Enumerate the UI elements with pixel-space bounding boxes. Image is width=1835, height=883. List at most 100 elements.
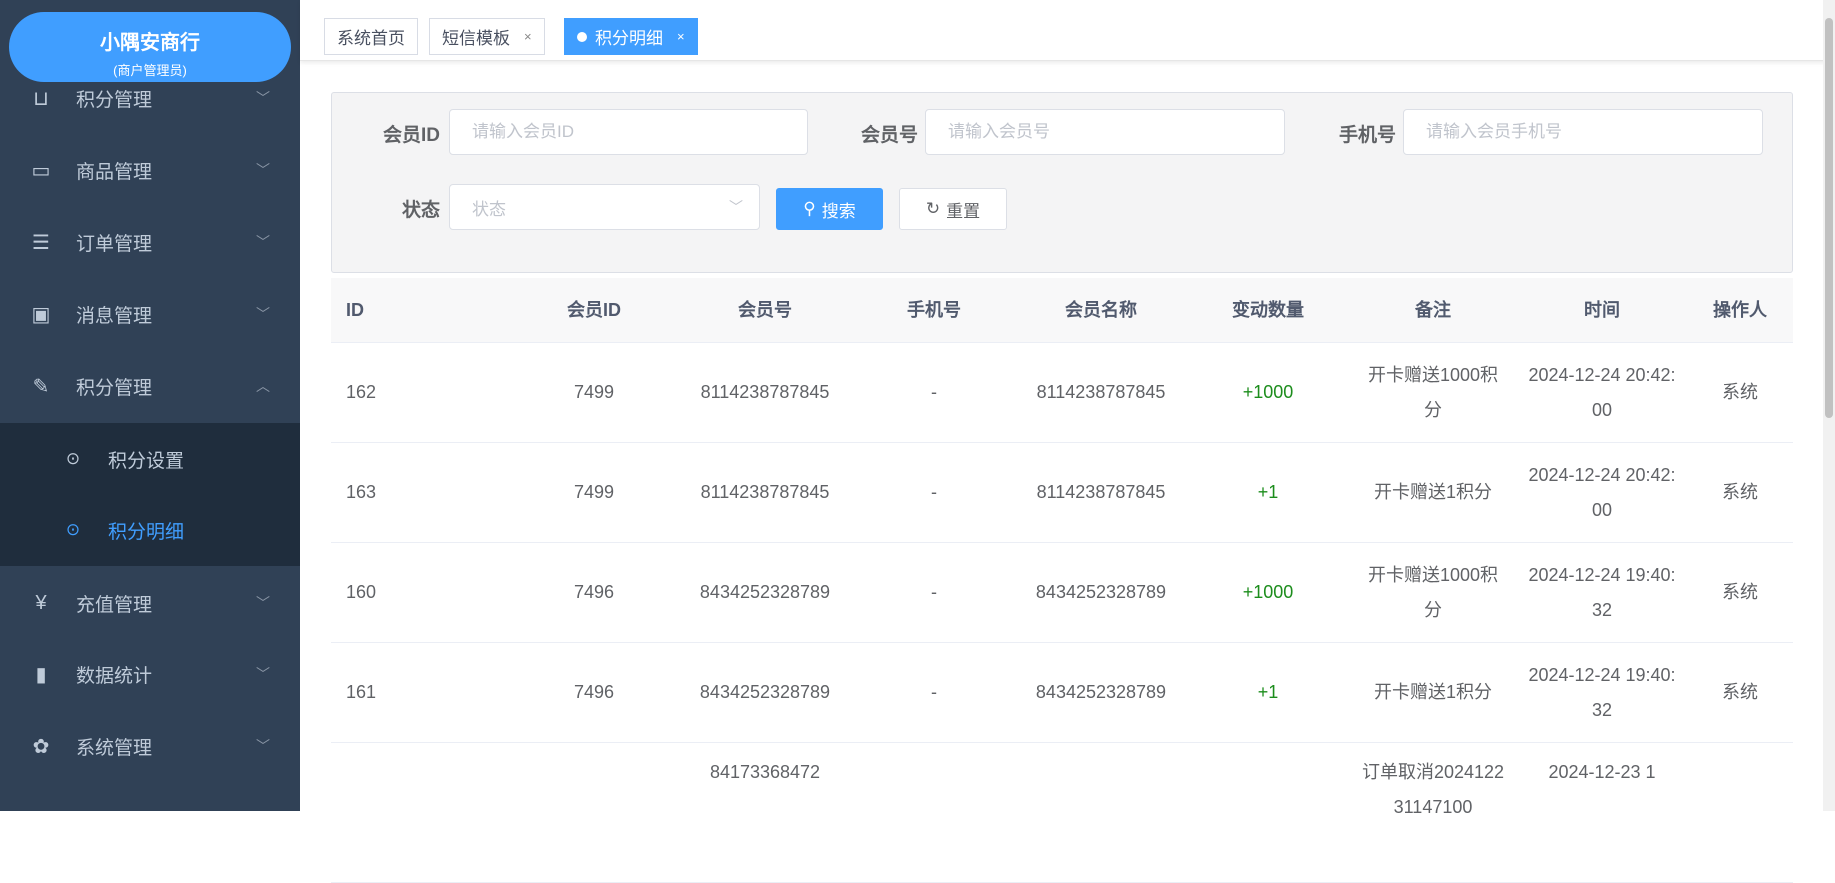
chevron-down-icon: ﹀ xyxy=(256,738,270,754)
table-cell: 8434252328789 xyxy=(699,682,831,702)
table-row: 162 7499 8114238787845 - 8114238787845 +1000 开… xyxy=(331,343,1793,443)
status-label: 状态 xyxy=(401,200,440,221)
table-cell: +1 xyxy=(1257,682,1279,702)
tab-sms-template[interactable]: 短信模板 × xyxy=(429,18,545,55)
status-placeholder: 状态 xyxy=(472,199,506,219)
tab-points-detail[interactable]: 积分明细 × xyxy=(564,18,698,55)
message-icon: ▣ xyxy=(31,303,51,326)
chevron-down-icon: ﹀ xyxy=(256,595,270,611)
circle-chevron-icon: ⊙ xyxy=(65,449,81,468)
gear-icon: ✿ xyxy=(32,735,50,758)
status-select[interactable]: 状态 ﹀ xyxy=(449,184,760,230)
table-cell: 系统 xyxy=(1722,682,1758,702)
points-detail-table: ID 会员ID 会员号 手机号 会员名称 变动数量 备注 时间 操作人 162 7499 811423… xyxy=(331,278,1793,883)
sidebar: 小隅安商行 (商户管理员) ⊔ 积分管理 ﹀ ▭ 商品管理 ﹀ ☰ 订单管理 ﹀ ▣ 消息管理 ﹀ ✎ 积… xyxy=(0,0,300,811)
sidebar-item[interactable]: ✿ 系统管理 ﹀ xyxy=(0,710,300,782)
reset-button[interactable]: ↻ 重置 xyxy=(899,188,1007,230)
table-cell: 160 xyxy=(346,582,377,602)
member-id-input[interactable] xyxy=(449,109,808,155)
sidebar-item-label: 数据统计 xyxy=(76,665,153,687)
chevron-down-icon: ﹀ xyxy=(256,666,270,682)
table-cell: 8434252328789 xyxy=(1035,682,1167,702)
logo: 小隅安商行 (商户管理员) xyxy=(9,12,291,82)
member-id-label: 会员ID xyxy=(382,125,440,146)
table-cell: 系统 xyxy=(1722,482,1758,502)
column-header: 操作人 xyxy=(1713,299,1767,320)
column-header: 变动数量 xyxy=(1232,299,1304,320)
table-cell: 8114238787845 xyxy=(700,482,830,502)
edit-icon: ✎ xyxy=(32,375,50,398)
phone-input[interactable] xyxy=(1403,109,1763,155)
tags-view: 系统首页 短信模板 × 积分明细 × xyxy=(300,0,1835,61)
table-cell: - xyxy=(931,582,937,602)
bar-chart-icon: ▮ xyxy=(35,663,47,686)
table-cell: 8434252328789 xyxy=(699,582,831,602)
search-button[interactable]: ⚲ 搜索 xyxy=(776,188,883,230)
sidebar-item[interactable]: ▭ 商品管理 ﹀ xyxy=(0,134,300,206)
column-header: 备注 xyxy=(1415,299,1451,320)
refresh-icon: ↻ xyxy=(925,199,941,218)
table-cell: 7499 xyxy=(573,382,615,402)
sidebar-item[interactable]: ⊔ 积分管理 ﹀ xyxy=(0,62,300,134)
sidebar-item[interactable]: ⊙ 积分明细 xyxy=(0,494,300,566)
chevron-down-icon: ﹀ xyxy=(256,90,270,106)
table-cell: 2024-12-24 20:42:00 xyxy=(1528,364,1676,420)
member-no-input[interactable] xyxy=(925,109,1285,155)
table-row: 160 7496 8434252328789 - 8434252328789 +1000 开… xyxy=(331,543,1793,643)
table-cell: 162 xyxy=(346,382,377,402)
table-cell: - xyxy=(931,382,937,402)
circle-chevron-icon: ⊙ xyxy=(65,520,81,539)
active-dot-icon xyxy=(577,31,587,42)
scrollbar[interactable] xyxy=(1823,0,1835,811)
column-header: 会员ID xyxy=(567,299,621,320)
table-cell: 84173368472 xyxy=(709,762,821,782)
list-icon: ☰ xyxy=(32,231,50,254)
table-cell: 2024-12-24 19:40:32 xyxy=(1528,664,1676,720)
column-header: 时间 xyxy=(1584,299,1620,320)
sidebar-item-label: 积分明细 xyxy=(108,521,185,543)
sidebar-item[interactable]: ⊙ 积分设置 xyxy=(0,423,300,495)
reset-label: 重置 xyxy=(946,201,981,221)
table-cell: 开卡赠送1积分 xyxy=(1373,682,1492,702)
sidebar-item[interactable]: ✎ 积分管理 ︿ xyxy=(0,350,300,422)
monitor-icon: ▭ xyxy=(31,159,51,182)
table-cell: 161 xyxy=(346,682,377,702)
sidebar-item[interactable]: ▮ 数据统计 ﹀ xyxy=(0,638,300,710)
table-cell: 开卡赠送1000积分 xyxy=(1367,364,1499,420)
sidebar-item-label: 商品管理 xyxy=(76,161,153,183)
table-cell: 8114238787845 xyxy=(700,382,830,402)
table-cell: 8114238787845 xyxy=(1036,482,1166,502)
table-cell: 8434252328789 xyxy=(1035,582,1167,602)
table-cell: +1000 xyxy=(1242,382,1294,402)
table-cell: - xyxy=(931,682,937,702)
sidebar-item-label: 消息管理 xyxy=(76,305,153,327)
sidebar-item-label: 充值管理 xyxy=(76,594,153,616)
sidebar-item-label: 订单管理 xyxy=(76,233,153,255)
table-cell: +1000 xyxy=(1242,582,1294,602)
table-cell: 7496 xyxy=(573,682,615,702)
table-header: ID 会员ID 会员号 手机号 会员名称 变动数量 备注 时间 操作人 xyxy=(331,278,1793,343)
close-icon[interactable]: × xyxy=(524,29,532,44)
gift-icon: ⊔ xyxy=(33,87,49,110)
table-row: 161 7496 8434252328789 - 8434252328789 +1 开卡赠送… xyxy=(331,643,1793,743)
chevron-down-icon: ﹀ xyxy=(256,306,270,322)
sidebar-item[interactable]: ¥ 充值管理 ﹀ xyxy=(0,567,300,639)
close-icon[interactable]: × xyxy=(677,29,685,44)
chevron-down-icon: ﹀ xyxy=(729,199,743,215)
table-cell: 系统 xyxy=(1722,582,1758,602)
tab-home[interactable]: 系统首页 xyxy=(324,18,418,55)
logo-title: 小隅安商行 xyxy=(100,32,200,54)
table-cell: 2024-12-24 19:40:32 xyxy=(1528,564,1676,620)
table-cell: 订单取消202412231147100 xyxy=(1361,762,1505,817)
chevron-down-icon: ﹀ xyxy=(256,234,270,250)
table-cell: 2024-12-23 1 xyxy=(1548,762,1656,782)
column-header: 会员名称 xyxy=(1065,299,1137,320)
sidebar-item[interactable]: ▣ 消息管理 ﹀ xyxy=(0,278,300,350)
scrollbar-thumb[interactable] xyxy=(1825,18,1833,418)
chevron-up-icon: ︿ xyxy=(256,378,270,394)
sidebar-item-label: 系统管理 xyxy=(76,737,153,759)
table-cell: 8114238787845 xyxy=(1036,382,1166,402)
sidebar-item-label: 积分管理 xyxy=(76,89,153,111)
sidebar-item[interactable]: ☰ 订单管理 ﹀ xyxy=(0,206,300,278)
tab-label: 短信模板 xyxy=(442,29,510,48)
